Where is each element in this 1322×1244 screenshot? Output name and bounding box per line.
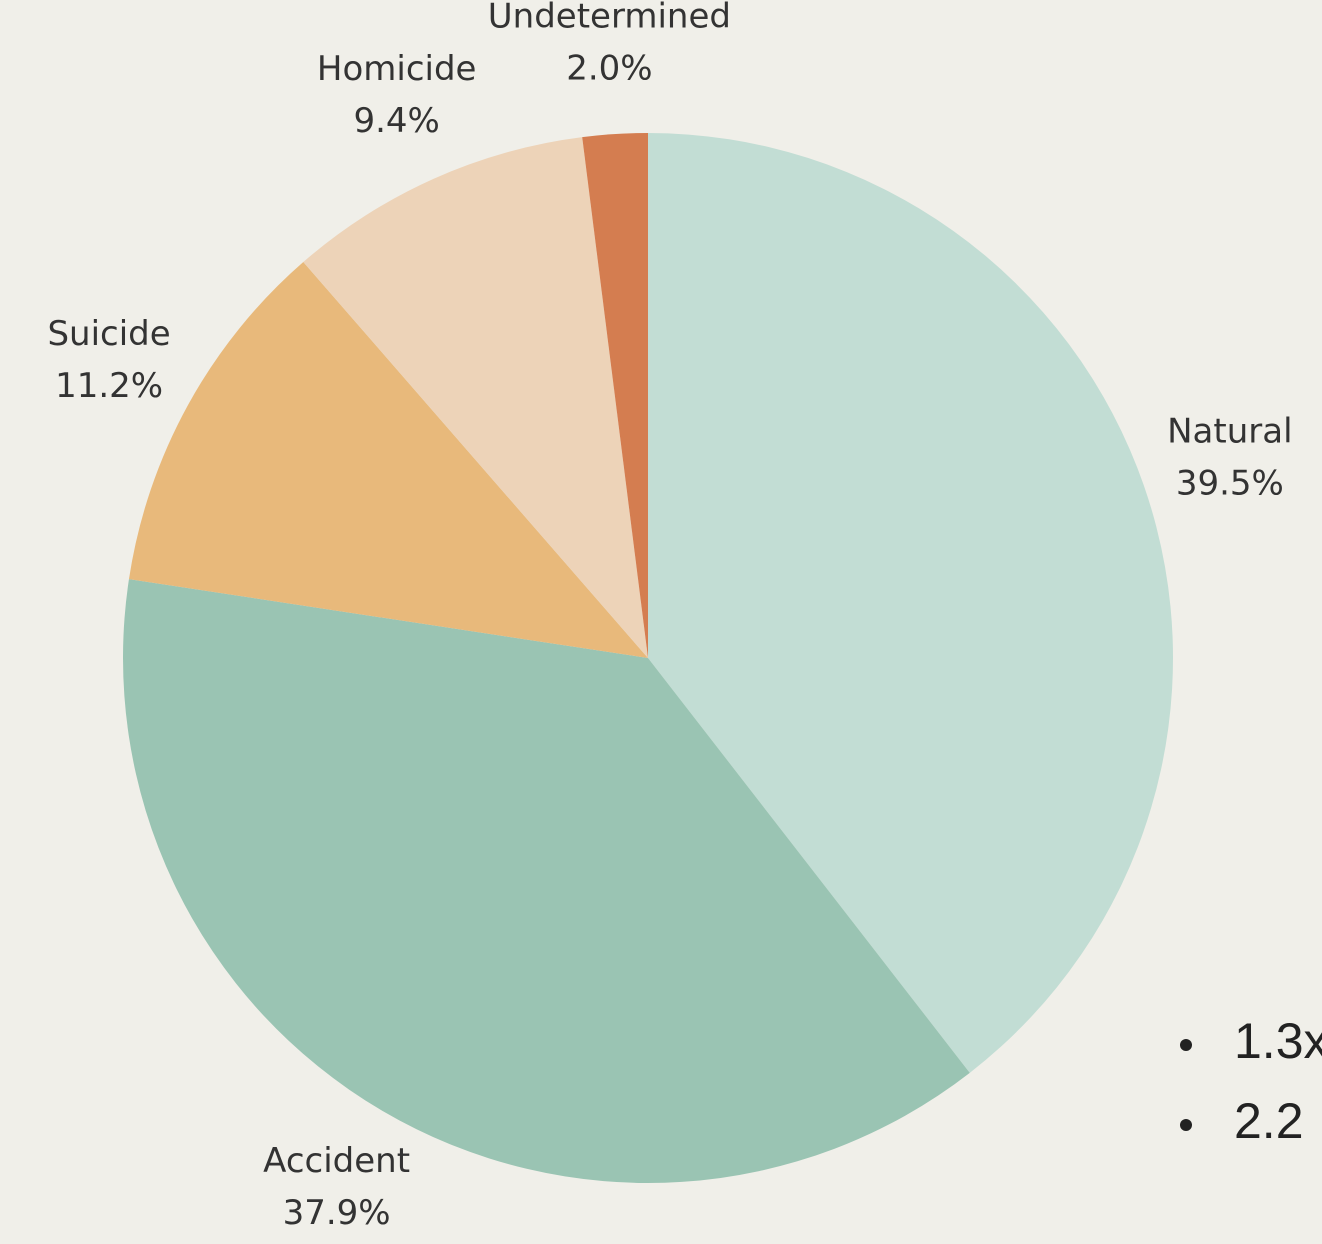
pie-slice (582, 133, 648, 658)
slice-label: Natural (1167, 411, 1292, 451)
pie-slice (128, 262, 649, 658)
note: 1.3x (1234, 1013, 1322, 1069)
slice-value-label: 9.4% (353, 101, 439, 141)
slice-value-label: 11.2% (55, 366, 163, 406)
slice-label: Undetermined (488, 0, 731, 37)
slice-value-label: 39.5% (1176, 463, 1284, 503)
slice-label: Accident (263, 1141, 410, 1181)
bullet (1180, 1119, 1192, 1131)
slice-label: Homicide (317, 49, 477, 89)
slice-label: Suicide (47, 314, 170, 354)
note: 2.2 (1234, 1093, 1304, 1149)
slice-value-label: 37.9% (283, 1193, 391, 1233)
pie-slice (648, 133, 1174, 1073)
slice-value-label: 2.0% (566, 49, 652, 89)
pie-slice (303, 137, 648, 659)
bullet (1180, 1039, 1192, 1051)
pie-slice (122, 579, 970, 1184)
